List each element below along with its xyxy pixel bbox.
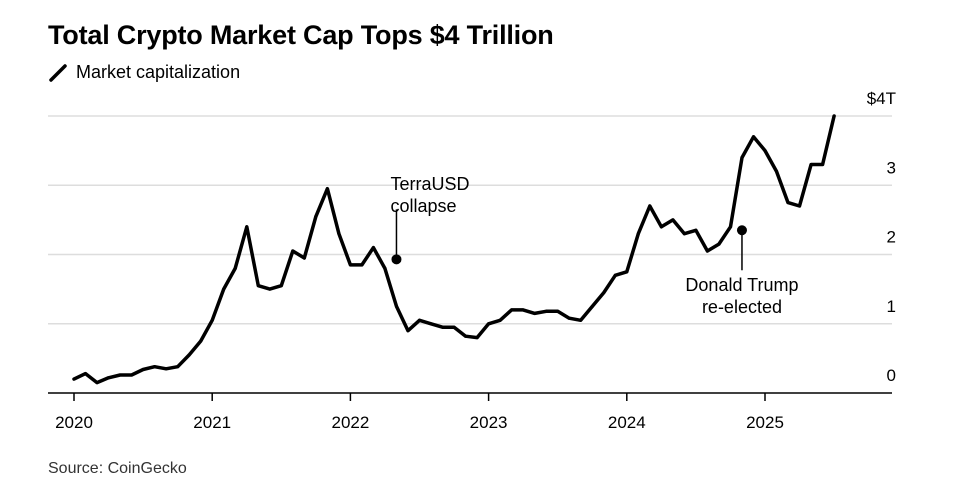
data-point bbox=[475, 336, 479, 340]
data-point bbox=[337, 232, 341, 236]
chart-title: Total Crypto Market Cap Tops $4 Trillion bbox=[48, 20, 554, 50]
data-point bbox=[740, 156, 744, 160]
data-point bbox=[418, 318, 421, 322]
data-point bbox=[279, 284, 283, 288]
data-point bbox=[809, 162, 813, 166]
data-point bbox=[383, 266, 387, 270]
data-point bbox=[798, 204, 802, 208]
annotation-text: Donald Trump bbox=[685, 275, 798, 295]
data-point bbox=[510, 308, 514, 312]
x-tick-label: 2023 bbox=[470, 413, 508, 432]
annotation-text: TerraUSD bbox=[390, 174, 469, 194]
data-point bbox=[441, 325, 445, 329]
line-swatch-icon bbox=[49, 63, 67, 82]
data-point bbox=[682, 232, 686, 236]
data-point bbox=[821, 162, 825, 166]
data-point bbox=[256, 284, 260, 288]
legend-label: Market capitalization bbox=[76, 62, 241, 82]
data-point bbox=[371, 246, 375, 250]
data-point bbox=[775, 169, 779, 173]
x-tick-label: 2022 bbox=[331, 413, 369, 432]
data-point bbox=[567, 316, 571, 320]
data-point bbox=[498, 318, 502, 322]
data-point bbox=[705, 249, 709, 253]
data-point bbox=[268, 287, 272, 291]
series-line bbox=[72, 114, 836, 385]
annotation-text: re-elected bbox=[702, 297, 782, 317]
data-point bbox=[832, 114, 836, 118]
y-tick-label: $4T bbox=[867, 89, 896, 108]
data-point bbox=[648, 204, 652, 208]
data-point bbox=[95, 381, 99, 385]
data-point bbox=[72, 377, 76, 381]
data-point bbox=[164, 367, 168, 371]
data-point bbox=[452, 325, 456, 329]
data-point bbox=[107, 376, 111, 380]
data-point bbox=[521, 308, 525, 312]
data-point bbox=[325, 187, 329, 191]
data-point bbox=[118, 373, 122, 377]
y-tick-label: 2 bbox=[887, 228, 896, 247]
data-point bbox=[533, 311, 537, 315]
data-point bbox=[222, 287, 226, 291]
data-point bbox=[360, 263, 364, 267]
legend: Market capitalization bbox=[48, 62, 240, 83]
data-point bbox=[199, 339, 203, 343]
data-point bbox=[302, 256, 306, 260]
grid-lines bbox=[48, 115, 892, 325]
data-point bbox=[141, 367, 145, 371]
x-tick-label: 2024 bbox=[608, 413, 646, 432]
data-point bbox=[694, 228, 698, 232]
data-point bbox=[130, 373, 134, 377]
data-point bbox=[84, 372, 88, 376]
y-tick-label: 3 bbox=[887, 158, 896, 177]
data-point bbox=[429, 322, 433, 326]
series-layer bbox=[72, 114, 836, 385]
x-tick-label: 2020 bbox=[55, 413, 93, 432]
data-point bbox=[579, 318, 583, 322]
data-point bbox=[751, 135, 755, 139]
annotation-text: collapse bbox=[390, 196, 456, 216]
data-point bbox=[210, 318, 214, 322]
x-tick-label: 2021 bbox=[193, 413, 231, 432]
data-point bbox=[487, 322, 491, 326]
data-point bbox=[636, 232, 640, 236]
data-point bbox=[671, 218, 675, 222]
data-point bbox=[245, 225, 249, 229]
data-point bbox=[187, 353, 191, 357]
data-point bbox=[544, 309, 548, 313]
data-point bbox=[659, 225, 663, 229]
data-point bbox=[291, 249, 295, 253]
x-tick-label: 2025 bbox=[746, 413, 784, 432]
axes: $4T 3 2 1 0 2020 2021 2022 2023 2024 2025 bbox=[48, 89, 896, 432]
data-point bbox=[314, 214, 318, 218]
data-point bbox=[590, 304, 594, 308]
y-tick-label: 0 bbox=[887, 366, 896, 385]
data-point bbox=[763, 149, 767, 153]
data-point bbox=[613, 273, 617, 277]
data-point bbox=[233, 266, 237, 270]
data-point bbox=[153, 365, 157, 369]
data-point bbox=[786, 201, 790, 205]
data-point bbox=[464, 334, 468, 338]
source-note: Source: CoinGecko bbox=[48, 460, 187, 477]
data-point bbox=[717, 242, 721, 246]
data-point bbox=[556, 309, 560, 313]
y-tick-label: 1 bbox=[887, 297, 896, 316]
data-point bbox=[394, 304, 398, 308]
data-point bbox=[728, 225, 732, 229]
data-point bbox=[348, 263, 352, 267]
data-point bbox=[602, 291, 606, 295]
data-point bbox=[406, 329, 410, 333]
data-point bbox=[176, 365, 180, 369]
data-point bbox=[625, 270, 629, 274]
